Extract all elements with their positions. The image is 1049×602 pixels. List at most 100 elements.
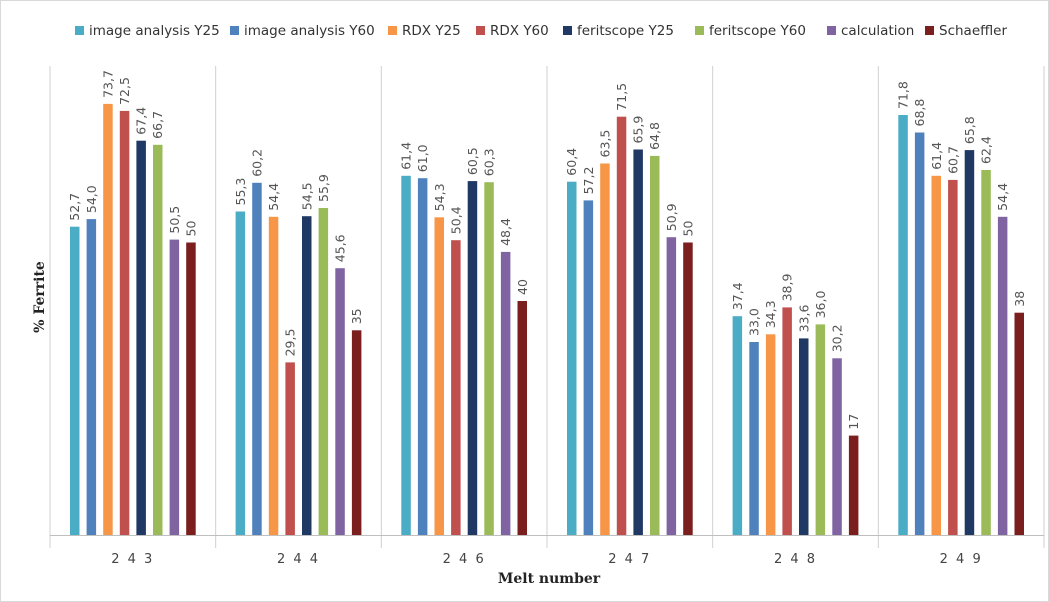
bar [268, 216, 279, 536]
bar [765, 334, 776, 535]
legend-label: calculation [841, 23, 914, 39]
bar [401, 175, 411, 536]
legend-swatch [75, 26, 84, 35]
legend-swatch [476, 26, 485, 35]
bar [484, 182, 494, 535]
data-label: 60,3 [482, 148, 497, 176]
data-label: 71,8 [896, 81, 911, 109]
bar [815, 324, 826, 535]
data-label: 71,5 [614, 83, 629, 111]
data-label: 65,8 [962, 116, 977, 144]
bar [981, 170, 991, 535]
category-separators [49, 66, 1045, 548]
legend-label: feritscope Y25 [577, 23, 674, 39]
bar [650, 155, 660, 535]
legend-label: Schaeffler [939, 23, 1007, 39]
bar [732, 316, 743, 535]
x-tick-label: 2 4 7 [608, 552, 651, 567]
x-tick-label: 2 4 9 [940, 552, 983, 567]
data-label: 36,0 [813, 291, 828, 319]
x-tick-label: 2 4 8 [774, 552, 817, 567]
bar [782, 307, 792, 535]
bar [169, 239, 180, 535]
bar [186, 242, 196, 535]
data-label: 17 [846, 414, 861, 430]
bar [351, 330, 362, 536]
data-label: 60,5 [465, 147, 480, 175]
bar [285, 362, 295, 535]
bar [318, 208, 329, 535]
legend-swatch [230, 26, 239, 35]
y-axis-title: % Ferrite [32, 261, 48, 333]
bar [832, 358, 842, 535]
bar [70, 226, 80, 535]
data-label: 54,0 [84, 185, 99, 213]
x-axis-title: Melt number [498, 571, 601, 587]
data-label: 48,4 [498, 218, 513, 246]
bar [252, 182, 262, 536]
data-label: 64,8 [647, 122, 662, 150]
bar [931, 175, 941, 536]
data-label: 61,4 [929, 142, 944, 170]
bar [633, 149, 643, 535]
data-label: 61,0 [415, 144, 430, 172]
bar [136, 140, 146, 535]
x-tick-label: 2 4 3 [111, 552, 154, 567]
bar [1014, 312, 1024, 535]
legend-swatch [827, 26, 836, 35]
data-label: 33,6 [796, 305, 811, 333]
data-label: 30,2 [830, 324, 845, 352]
bar [235, 211, 246, 535]
bar [666, 237, 677, 535]
data-label: 52,7 [67, 193, 82, 221]
bar [567, 181, 577, 535]
legend-swatch [563, 26, 572, 35]
data-label: 66,7 [150, 111, 165, 139]
bars [70, 103, 1024, 536]
value-labels: 52,7 54,073,7 72,567,4 66,750,5 5055,360,254… [67, 70, 1027, 430]
x-tick-labels: 2 4 3 2 4 4 2 4 6 2 4 7 2 4 8 2 4 9 [111, 552, 983, 567]
data-label: 62,4 [979, 136, 994, 164]
bar [997, 216, 1008, 536]
x-tick-label: 2 4 6 [443, 552, 486, 567]
bar [799, 338, 809, 535]
x-tick-label: 2 4 4 [277, 552, 320, 567]
data-label: 57,2 [581, 167, 596, 195]
data-label: 50 [680, 221, 695, 237]
bar [948, 179, 958, 535]
data-label: 67,4 [134, 107, 149, 135]
bar [103, 103, 113, 536]
bar [417, 178, 428, 535]
data-label: 73,7 [100, 70, 115, 98]
data-label: 54,4 [266, 183, 281, 211]
legend-label: feritscope Y60 [709, 23, 806, 39]
bar [848, 435, 859, 535]
bar [898, 115, 908, 535]
data-label: 38 [1012, 291, 1027, 307]
bar [749, 342, 759, 535]
bar [517, 301, 527, 535]
bar [683, 242, 693, 535]
data-label: 54,4 [995, 183, 1010, 211]
data-label: 45,6 [333, 234, 348, 262]
data-label: 61,4 [399, 142, 414, 170]
legend: image analysis Y25 image analysis Y60 RDX … [75, 23, 1007, 39]
data-label: 63,5 [597, 130, 612, 158]
bar [119, 110, 130, 536]
bar [451, 240, 461, 535]
data-label: 50,9 [664, 203, 679, 231]
legend-label: image analysis Y60 [244, 23, 375, 39]
data-label: 33,0 [747, 308, 762, 336]
data-label: 55,9 [316, 174, 331, 202]
data-label: 50 [183, 221, 198, 237]
bar [86, 219, 97, 535]
data-label: 68,8 [912, 99, 927, 127]
bar [964, 150, 975, 535]
legend-label: RDX Y60 [490, 23, 549, 39]
data-label: 65,9 [631, 116, 646, 144]
data-label: 54,3 [432, 183, 447, 211]
data-label: 29,5 [283, 329, 298, 357]
data-label: 38,9 [780, 274, 795, 302]
